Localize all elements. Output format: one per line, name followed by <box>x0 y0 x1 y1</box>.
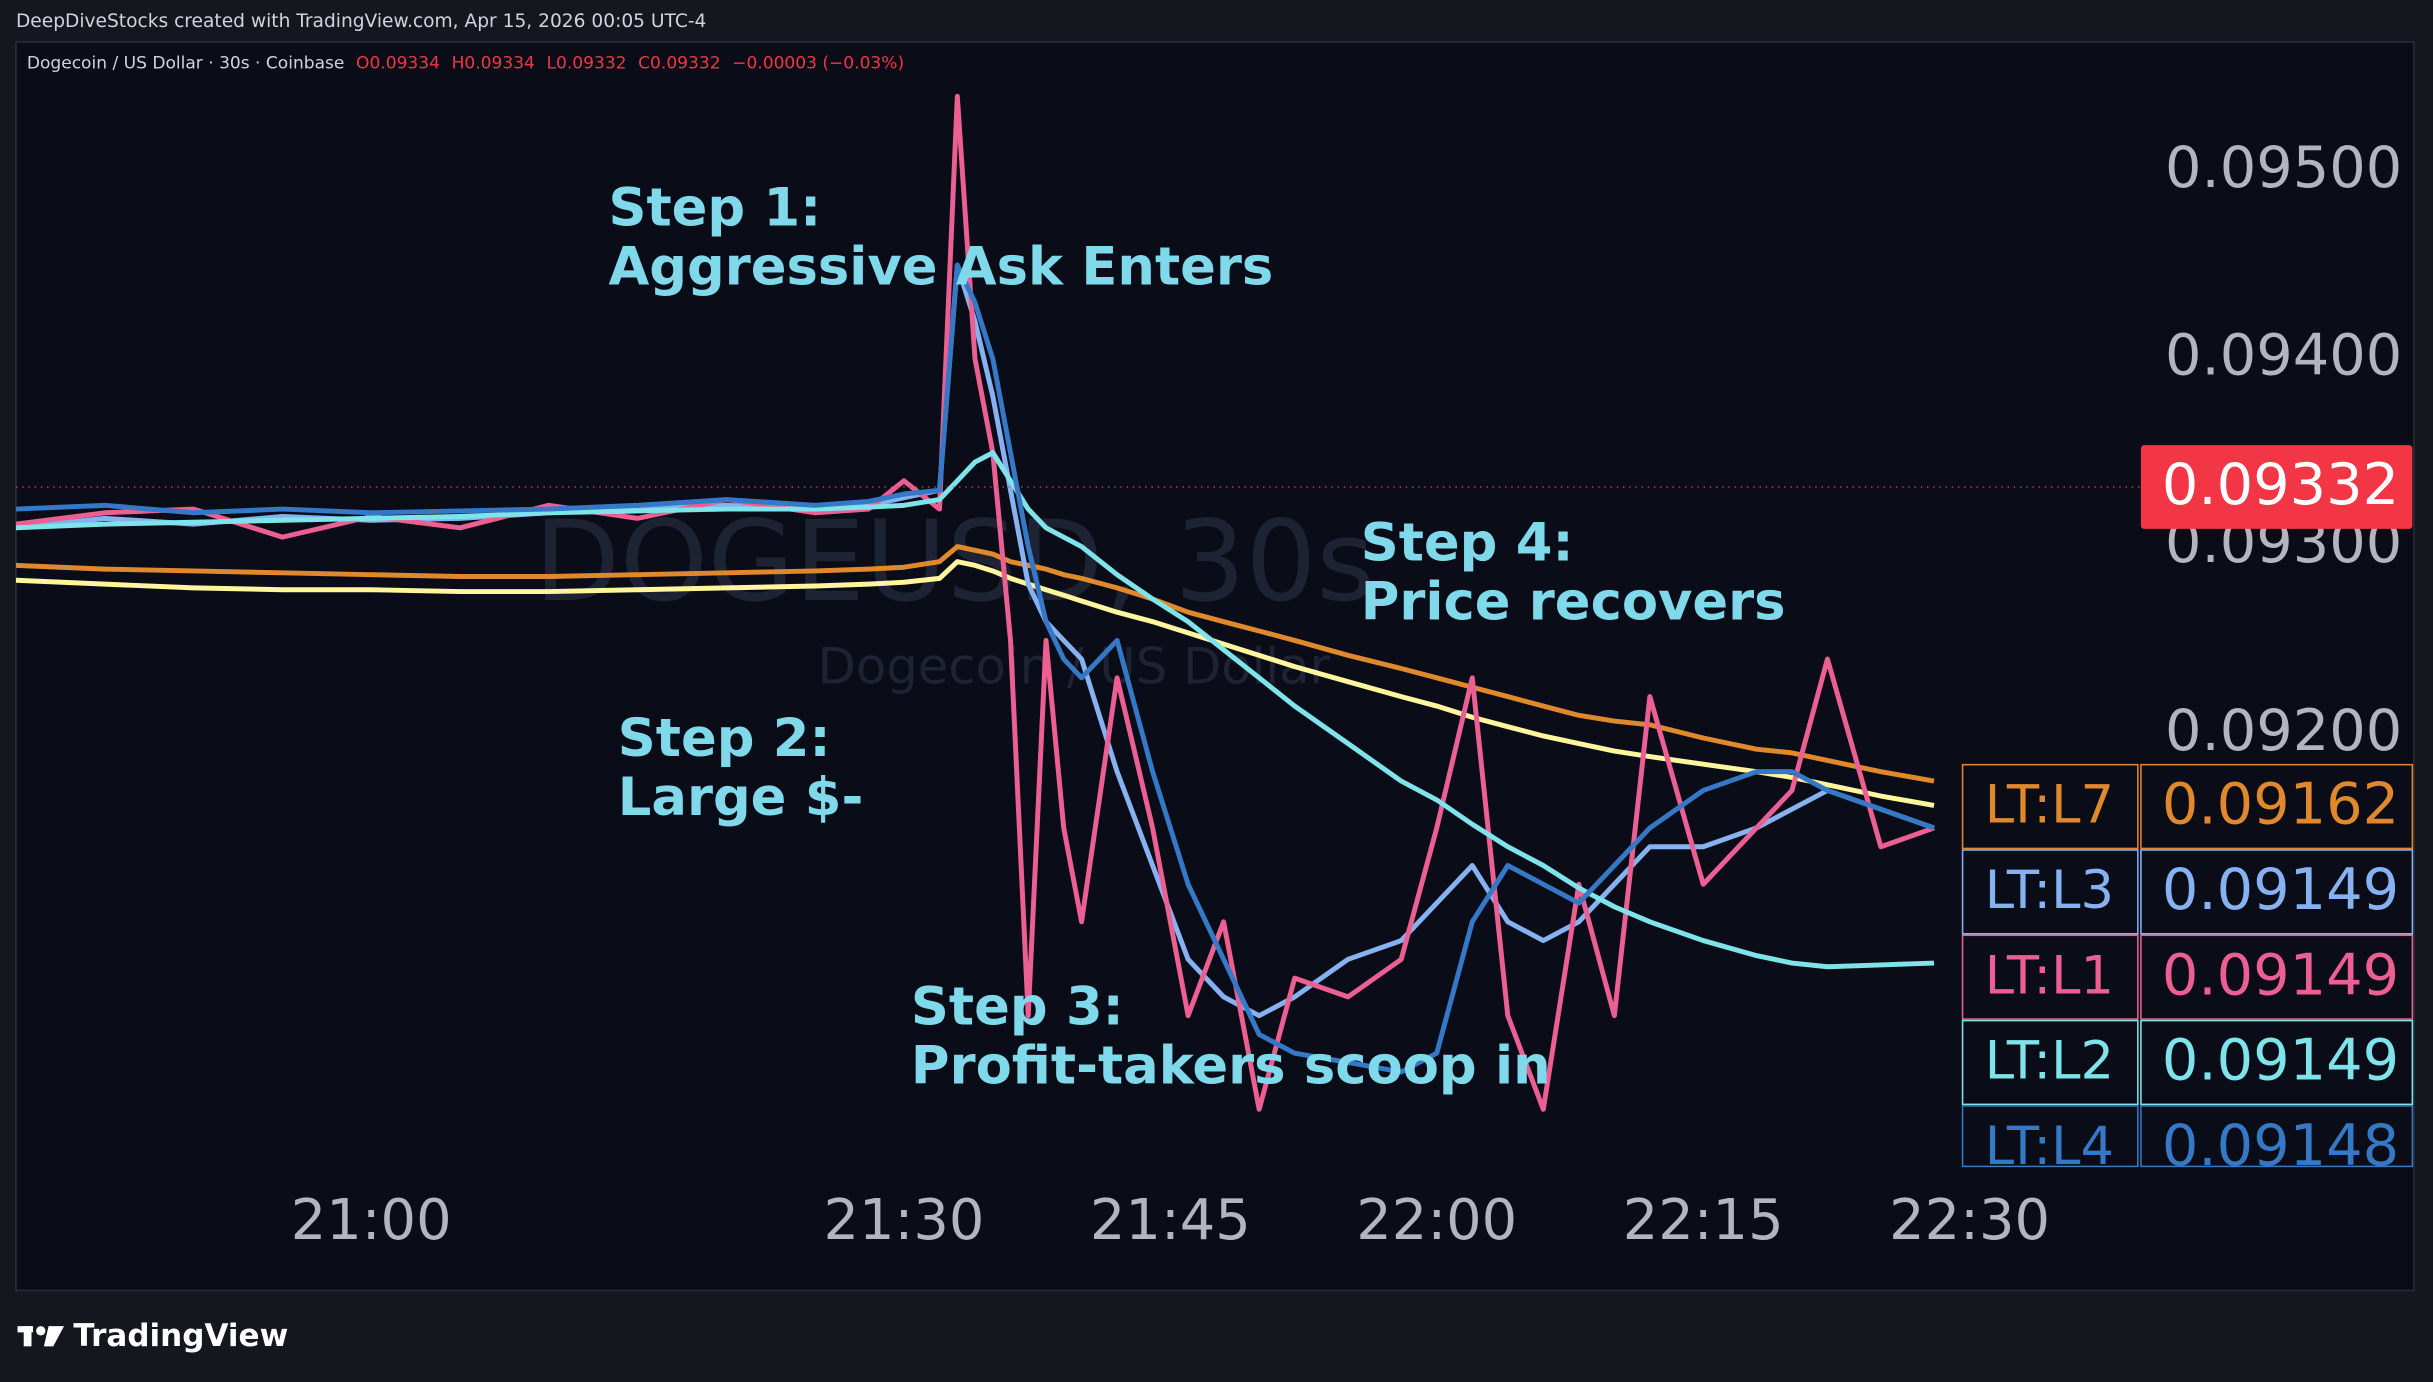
y-tick-label: 0.09400 <box>2165 322 2402 389</box>
y-tick-label: 0.09500 <box>2165 134 2402 201</box>
x-tick-label: 22:30 <box>1889 1188 2050 1253</box>
series-line <box>15 93 1935 1112</box>
annotation: Step 4: <box>1361 513 1574 574</box>
series-line <box>15 544 1935 784</box>
x-tick-label: 21:30 <box>824 1188 985 1253</box>
ohlc: C0.09332 <box>638 54 720 74</box>
x-tick-label: 21:45 <box>1090 1188 1251 1253</box>
y-tick-label: 0.09200 <box>2165 697 2402 764</box>
ohlc: H0.09334 <box>452 54 535 74</box>
scale-value-box <box>2140 849 2414 935</box>
series-line <box>15 450 1935 970</box>
x-tick-label: 22:15 <box>1623 1188 1784 1253</box>
annotation: Step 3: <box>911 976 1124 1037</box>
scale-name-box <box>1961 849 2139 935</box>
scale-value: 0.09149 <box>2162 856 2399 923</box>
credit: DeepDiveStocks created with TradingView.… <box>16 11 706 32</box>
annotation: Aggressive Ask Enters <box>608 237 1273 298</box>
price-label: 0.09332 <box>2162 451 2399 518</box>
annotation: Price recovers <box>1361 572 1786 633</box>
annotation: Large $- <box>618 767 864 828</box>
scale-name-box <box>1961 1105 2139 1168</box>
x-tick-label: 22:00 <box>1356 1188 1517 1253</box>
annotation: Profit-takers scoop in <box>911 1035 1551 1096</box>
footer-brand: TradingView <box>73 1318 288 1354</box>
change: −0.00003 (−0.03%) <box>732 54 904 74</box>
footer-logo <box>17 1326 65 1347</box>
scale-name: LT:L7 <box>1985 775 2114 836</box>
scale-name: LT:L4 <box>1985 1116 2114 1177</box>
legend-line: Dogecoin / US Dollar · 30s · Coinbase O0… <box>27 54 904 74</box>
ohlc: O0.09334 <box>356 54 440 74</box>
scale-value: 0.09162 <box>2162 771 2399 838</box>
scale-name-box <box>1961 934 2139 1020</box>
scale-name-box <box>1961 1019 2139 1106</box>
annotation: Step 2: <box>618 708 831 769</box>
scale-value-box <box>2140 1019 2414 1106</box>
price-box <box>2140 445 2413 529</box>
scale-name: LT:L3 <box>1985 860 2114 921</box>
scale-value: 0.09149 <box>2162 941 2399 1008</box>
annotation: Step 1: <box>608 178 821 239</box>
plot-lines <box>15 93 1935 1112</box>
series-line <box>15 262 1935 1075</box>
scale-value: 0.09148 <box>2162 1112 2399 1179</box>
symbol: Dogecoin / US Dollar · 30s · Coinbase <box>27 54 345 74</box>
scale-value-box <box>2140 763 2414 850</box>
x-tick-label: 21:00 <box>291 1188 452 1253</box>
scale-value: 0.09149 <box>2162 1027 2399 1094</box>
series-line <box>15 559 1935 808</box>
scale-name: LT:L2 <box>1985 1031 2114 1092</box>
scale-name-box <box>1961 763 2139 850</box>
scale-value-box <box>2140 1105 2414 1168</box>
ohlc: L0.09332 <box>547 54 627 74</box>
scale-value-box <box>2140 934 2414 1020</box>
scale-name: LT:L1 <box>1985 945 2114 1006</box>
